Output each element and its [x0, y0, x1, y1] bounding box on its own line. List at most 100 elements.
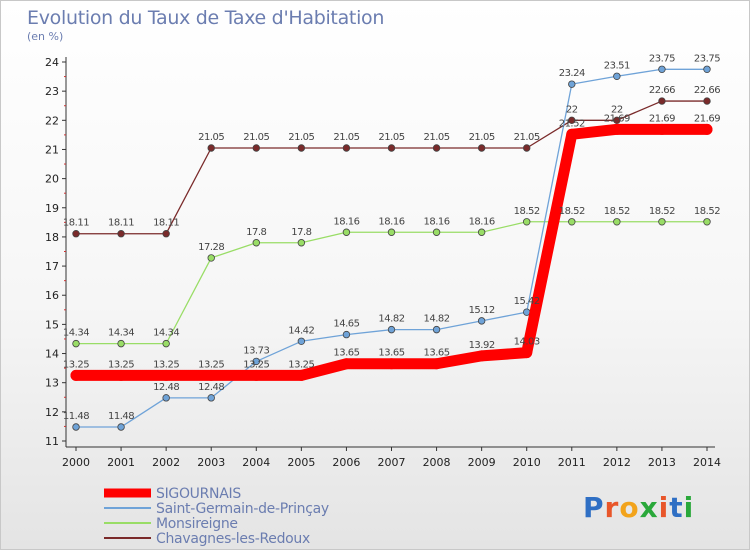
- data-label: 13.25: [198, 359, 224, 370]
- data-point: [207, 394, 215, 402]
- data-label: 12.48: [198, 382, 224, 393]
- data-label: 18.16: [378, 216, 404, 227]
- data-point: [701, 123, 713, 135]
- data-point: [340, 358, 352, 370]
- y-tick-label: 22: [45, 114, 59, 127]
- data-label: 21.69: [694, 113, 720, 124]
- data-point: [250, 369, 262, 381]
- data-label: 13.65: [378, 348, 404, 359]
- data-point: [613, 218, 621, 226]
- series-line-2: [75, 221, 708, 345]
- data-label: 18.52: [514, 206, 540, 217]
- data-label: 18.11: [63, 218, 89, 229]
- data-point: [476, 350, 488, 362]
- data-point: [656, 123, 668, 135]
- data-label: 21.05: [243, 132, 269, 143]
- y-tick-label: 12: [45, 406, 59, 419]
- data-label: 18.16: [424, 216, 450, 227]
- data-label: 13.25: [63, 359, 89, 370]
- data-label: 17.28: [198, 242, 224, 253]
- y-tick-label: 14: [45, 348, 59, 361]
- data-point: [117, 339, 125, 348]
- data-label: 14.65: [333, 319, 359, 330]
- data-point: [658, 97, 666, 105]
- data-label: 21.05: [424, 132, 450, 143]
- data-point: [611, 123, 623, 135]
- y-tick-label: 17: [45, 260, 59, 273]
- x-tick-label: 2002: [152, 456, 180, 469]
- legend: SIGOURNAISSaint-Germain-de-PrinçayMonsir…: [104, 486, 329, 547]
- data-label: 21.69: [649, 113, 675, 124]
- data-point: [523, 218, 531, 226]
- x-tick-label: 2007: [378, 456, 406, 469]
- data-point: [568, 218, 576, 226]
- data-label: 14.34: [108, 328, 134, 339]
- y-tick-label: 18: [45, 231, 59, 244]
- data-point: [568, 116, 576, 125]
- data-label: 18.11: [153, 218, 179, 229]
- data-label: 21.69: [604, 113, 630, 124]
- data-point: [658, 65, 666, 73]
- data-label: 14.82: [378, 314, 404, 325]
- data-label: 18.52: [604, 206, 630, 217]
- data-label: 11.48: [108, 411, 134, 422]
- data-point: [252, 357, 260, 366]
- legend-label: Saint-Germain-de-Prinçay: [156, 501, 329, 517]
- data-point: [523, 144, 531, 152]
- data-label: 21.52: [559, 118, 585, 129]
- logo-letter: r: [604, 491, 620, 524]
- data-label: 15.42: [514, 296, 540, 307]
- data-point: [477, 144, 486, 152]
- data-label: 18.11: [108, 218, 134, 229]
- legend-label: Chavagnes-les-Redoux: [156, 531, 310, 547]
- data-label: 14.34: [63, 328, 89, 339]
- data-point: [566, 128, 578, 140]
- data-label: 23.75: [649, 53, 675, 64]
- data-label: 13.65: [333, 348, 359, 359]
- axes: 11 12 13 14 15 16 17 18 19 20 21 22 23 24 2000 2001 2002…: [45, 56, 721, 469]
- data-label: 18.52: [649, 206, 675, 217]
- data-point: [252, 144, 260, 152]
- data-point: [117, 423, 125, 431]
- x-tick-label: 2004: [242, 456, 270, 469]
- logo-letter: i: [683, 491, 695, 524]
- x-tick-label: 2014: [693, 456, 721, 469]
- y-tick-label: 21: [45, 143, 59, 156]
- data-label: 11.48: [63, 411, 89, 422]
- data-point: [387, 144, 396, 152]
- data-label: 23.51: [604, 60, 630, 71]
- data-point: [432, 228, 441, 236]
- series-layer: [70, 65, 713, 431]
- x-tick-label: 2009: [468, 456, 496, 469]
- y-tick-label: 15: [45, 318, 59, 331]
- data-point: [297, 337, 306, 345]
- x-tick-label: 2010: [513, 456, 541, 469]
- data-point: [295, 369, 307, 381]
- data-point: [205, 369, 217, 381]
- data-label: 13.25: [153, 359, 179, 370]
- data-point: [342, 144, 351, 152]
- y-tick-label: 16: [45, 289, 59, 302]
- data-label: 15.12: [469, 305, 495, 316]
- data-point: [342, 228, 351, 236]
- data-point: [703, 97, 711, 105]
- data-label: 17.8: [291, 227, 311, 238]
- y-tick-label: 11: [45, 435, 59, 448]
- data-label: 13.73: [243, 345, 269, 356]
- data-point: [432, 325, 441, 334]
- data-label: 22: [566, 104, 578, 115]
- data-label: 12.48: [153, 382, 179, 393]
- data-label: 13.25: [243, 359, 269, 370]
- data-label: 22.66: [694, 85, 720, 96]
- data-label: 17.8: [246, 227, 266, 238]
- data-point: [117, 230, 125, 238]
- x-tick-label: 2008: [423, 456, 451, 469]
- legend-label: SIGOURNAIS: [156, 486, 241, 502]
- data-point: [162, 339, 170, 348]
- data-label: 23.75: [694, 53, 720, 64]
- data-point: [162, 230, 170, 238]
- data-label: 22.66: [649, 85, 675, 96]
- data-point: [70, 369, 82, 381]
- logo-letter: o: [619, 491, 640, 524]
